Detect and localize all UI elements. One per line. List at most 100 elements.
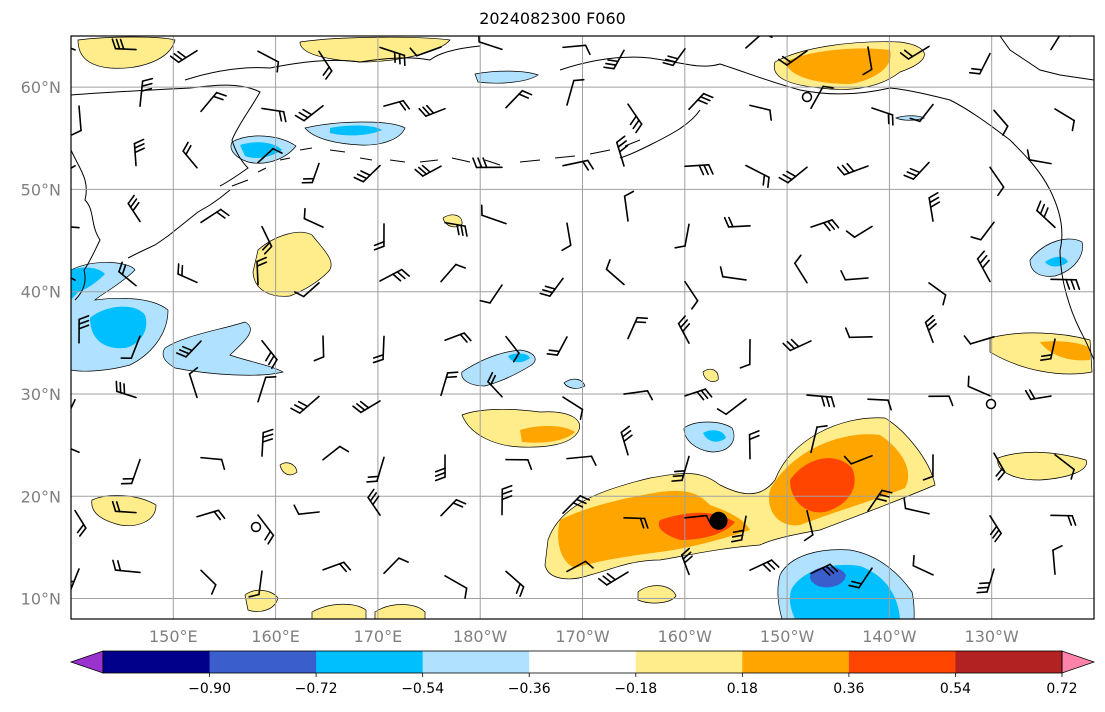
wind-barb-feather [691,299,699,310]
wind-barb-feather [995,467,1004,477]
colorbar: −0.90 −0.72 −0.54 −0.36 −0.18 0.18 0.36 0.54 0.7… [69,650,1096,697]
wind-barb-feather [1052,544,1063,551]
wind-barb-feather [64,264,66,274]
wind-barb [489,284,503,304]
wind-barb-feather [215,211,226,219]
field-orange-ne [1040,341,1090,361]
wind-barb-feather [519,586,525,598]
wind-barb-feather [1071,119,1076,132]
wind-barb [200,91,218,113]
wind-barb-feather [369,492,378,502]
wind-barb-feather [460,224,464,237]
wind-barb-feather [843,455,853,465]
colorbar-tick-label: −0.36 [508,681,551,697]
wind-barb-feather [421,164,431,173]
wind-barb-feather [590,455,597,466]
wind-barb-feather [770,559,780,568]
wind-barb-feather [313,356,325,362]
wind-barb-feather [267,534,275,545]
colorbar-extend-low [69,650,104,674]
wind-barb [566,79,575,106]
wind-barb-feather [434,471,446,477]
coast-alaska [559,56,1094,361]
wind-barb [806,509,814,536]
wind-barb [549,277,564,297]
wind-barb-feather [970,236,982,241]
wind-barb-feather [878,493,890,498]
wind-barb-feather [78,527,87,537]
wind-barb [71,226,80,229]
wind-barb [623,195,629,222]
wind-barb-feather [926,318,936,328]
lon-label: 140°W [862,627,917,646]
wind-barb-feather [548,349,561,353]
wind-barb-feather [635,123,643,134]
wind-barb [993,109,1009,128]
wind-barb [297,511,320,515]
wind-barb-feather [294,114,305,122]
colorbar-extend-high [1061,650,1096,674]
wind-barb-feather [264,530,272,541]
wind-barb-feather [602,575,612,584]
wind-barb-feather [141,82,153,87]
wind-barb-feather [360,170,371,177]
wind-barb-feather [129,198,138,208]
wind-barb-feather [979,254,988,265]
wind-barb [440,498,458,517]
wind-barb-feather [262,428,274,434]
wind-barb-feather [482,157,488,169]
colorbar-tick-label: 0.54 [940,681,971,697]
wind-barb-feather [707,164,714,175]
colorbar-tick-label: −0.72 [295,681,338,697]
wind-barb-feather [786,340,796,350]
wind-barb [853,225,873,238]
wind-barb-feather [479,299,491,304]
wind-barb-feather [909,167,921,174]
field-positive-northwest [77,36,176,69]
wind-barb [177,273,198,284]
field-neg2-west [71,267,105,300]
wind-barb-feather [396,271,406,280]
lon-label: 170°E [354,627,403,646]
field-red-central-b [790,458,855,513]
wind-barb-feather [728,216,734,228]
wind-barb-feather [219,208,230,217]
wind-barb-feather [169,55,180,64]
wind-barb-feather [841,164,850,174]
wind-barb-feather [830,396,835,408]
wind-barb-feather [623,434,633,443]
wind-barb-feather [636,316,649,320]
wind-barb-feather [414,168,424,177]
wind-barb-feather [392,273,402,282]
coast-kamchatka [71,84,261,187]
wind-barb-feather [268,355,275,366]
wind-barb [684,223,690,247]
wind-barb [130,335,141,359]
wind-barb [71,568,80,591]
wind-barb [806,394,833,398]
wind-barb-feather [786,170,797,178]
wind-barb-feather [615,135,626,144]
wind-barb-feather [903,497,907,510]
wind-barb-feather [674,470,686,473]
coast-asia [71,149,101,301]
wind-barb-feather [173,53,184,61]
wind-barb-feather [603,66,615,70]
wind-barb-feather [57,166,65,172]
wind-barb-feather [748,434,760,441]
wind-barb-feather [366,480,378,483]
wind-barb-feather [825,565,835,574]
wind-barb [78,105,82,132]
wind-barb-feather [463,332,472,342]
wind-barb-feather [542,289,554,294]
wind-barb [562,44,587,49]
wind-barb-feather [512,352,520,363]
colorbar-segment [955,651,1063,673]
wind-barb [1054,453,1075,471]
wind-barb-feather [664,58,677,63]
wind-barb-feather [623,190,635,197]
field-positive-w18 [91,495,157,526]
wind-barb [623,390,649,395]
wind-barb [722,275,747,281]
lon-label: 150°W [760,627,815,646]
